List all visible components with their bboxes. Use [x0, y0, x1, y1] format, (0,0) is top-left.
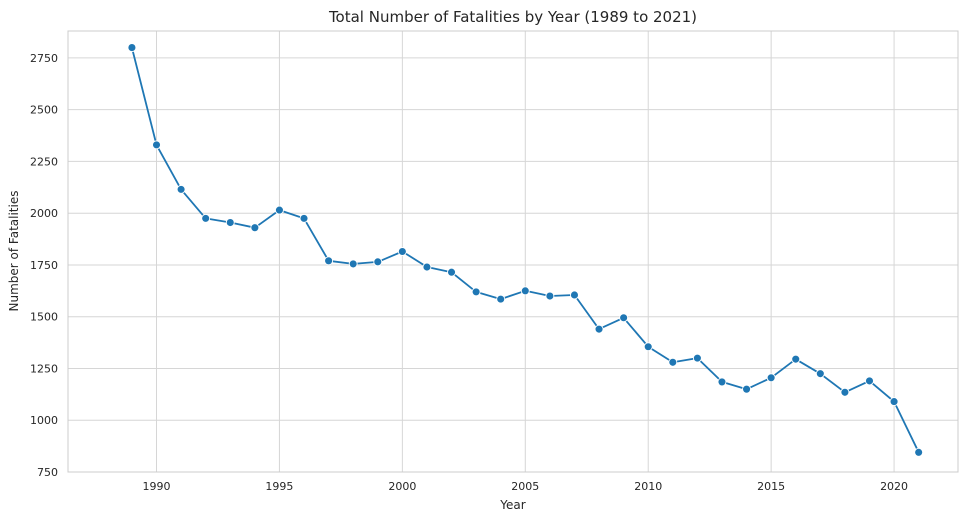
data-point [274, 205, 284, 215]
data-point [594, 324, 604, 334]
data-point [299, 213, 309, 223]
data-point [914, 447, 924, 457]
tick-labels: 1990 1995 2000 2005 2010 2015 2020 750 1000 1250 1… [30, 52, 908, 493]
data-point [373, 257, 383, 267]
data-point [520, 286, 530, 296]
data-point [176, 184, 186, 194]
x-tick-label: 1995 [265, 480, 293, 493]
data-point [324, 256, 334, 266]
data-point [250, 223, 260, 233]
data-point [865, 376, 874, 386]
data-point [422, 262, 432, 272]
data-point [815, 369, 825, 379]
data-point [397, 247, 407, 256]
data-point [545, 291, 555, 301]
x-tick-label: 2010 [634, 480, 662, 493]
y-tick-label: 1250 [30, 362, 58, 375]
data-point [717, 377, 727, 387]
data-point [889, 397, 899, 407]
data-point [668, 357, 678, 367]
data-point [766, 373, 776, 383]
y-tick-label: 1000 [30, 414, 58, 427]
y-tick-label: 1500 [30, 311, 58, 324]
data-point [619, 313, 629, 323]
data-point [127, 43, 137, 53]
x-tick-label: 2015 [757, 480, 785, 493]
y-tick-label: 1750 [30, 259, 58, 272]
data-point [692, 353, 702, 363]
grid [68, 31, 958, 473]
series-layer [127, 43, 924, 457]
y-tick-label: 750 [37, 466, 58, 479]
data-point [570, 290, 579, 300]
data-point [471, 287, 481, 297]
x-axis-label: Year [499, 498, 525, 512]
y-tick-label: 2250 [30, 155, 58, 168]
data-point [643, 342, 653, 352]
plot-area-frame [67, 30, 959, 473]
x-tick-label: 1990 [143, 480, 171, 493]
data-point [496, 294, 506, 304]
chart-title: Total Number of Fatalities by Year (1989… [328, 8, 697, 26]
x-tick-label: 2020 [880, 480, 908, 493]
data-point [840, 387, 850, 397]
data-point [152, 140, 161, 150]
data-point [447, 267, 456, 277]
y-tick-label: 2500 [30, 104, 58, 117]
x-tick-label: 2005 [511, 480, 539, 493]
x-tick-label: 2000 [388, 480, 416, 493]
data-point [225, 218, 235, 227]
data-point [348, 259, 358, 269]
y-tick-label: 2750 [30, 52, 58, 65]
data-point [742, 384, 752, 394]
data-point [201, 213, 211, 223]
data-point [791, 354, 801, 364]
y-axis-label: Number of Fatalities [7, 191, 21, 312]
y-tick-label: 2000 [30, 207, 58, 220]
